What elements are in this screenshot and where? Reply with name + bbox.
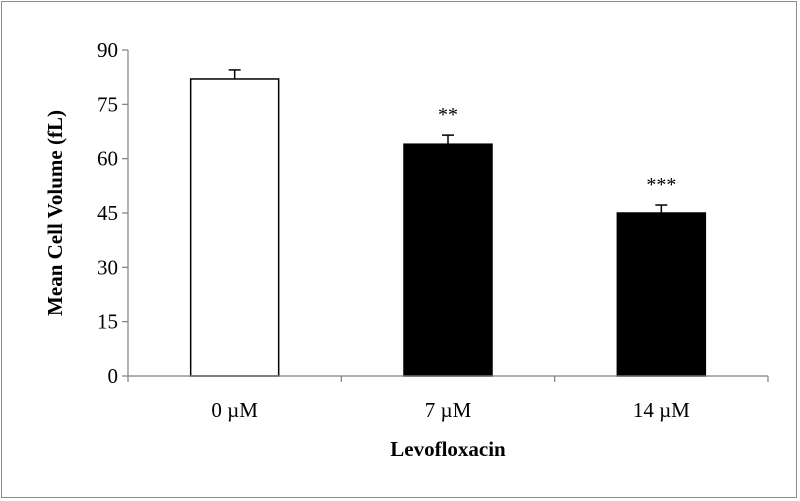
y-tick-label: 90 (97, 38, 118, 62)
y-axis-title: Mean Cell Volume (fL) (43, 110, 67, 316)
y-axis-ticks: 0 15 30 45 60 75 90 (97, 38, 128, 388)
significance-marker: ** (438, 104, 458, 126)
significance-marker: *** (646, 174, 676, 196)
bar (616, 212, 707, 377)
y-tick-label: 30 (97, 255, 118, 279)
x-tick-label: 0 µM (211, 398, 258, 422)
significance-annotations: ***** (438, 104, 676, 196)
x-tick-label: 7 µM (425, 398, 472, 422)
bar (189, 78, 280, 377)
bars (189, 78, 707, 377)
y-tick-label: 75 (97, 92, 118, 116)
y-tick-label: 60 (97, 147, 118, 171)
y-tick-label: 45 (97, 201, 118, 225)
error-bars (228, 69, 668, 213)
x-axis-ticks: 0 µM 7 µM 14 µM (127, 376, 769, 422)
bar (403, 143, 493, 377)
x-tick-label: 14 µM (633, 398, 690, 422)
x-axis-title: Levofloxacin (390, 437, 506, 461)
y-tick-label: 15 (97, 310, 118, 334)
y-tick-label: 0 (108, 364, 119, 388)
